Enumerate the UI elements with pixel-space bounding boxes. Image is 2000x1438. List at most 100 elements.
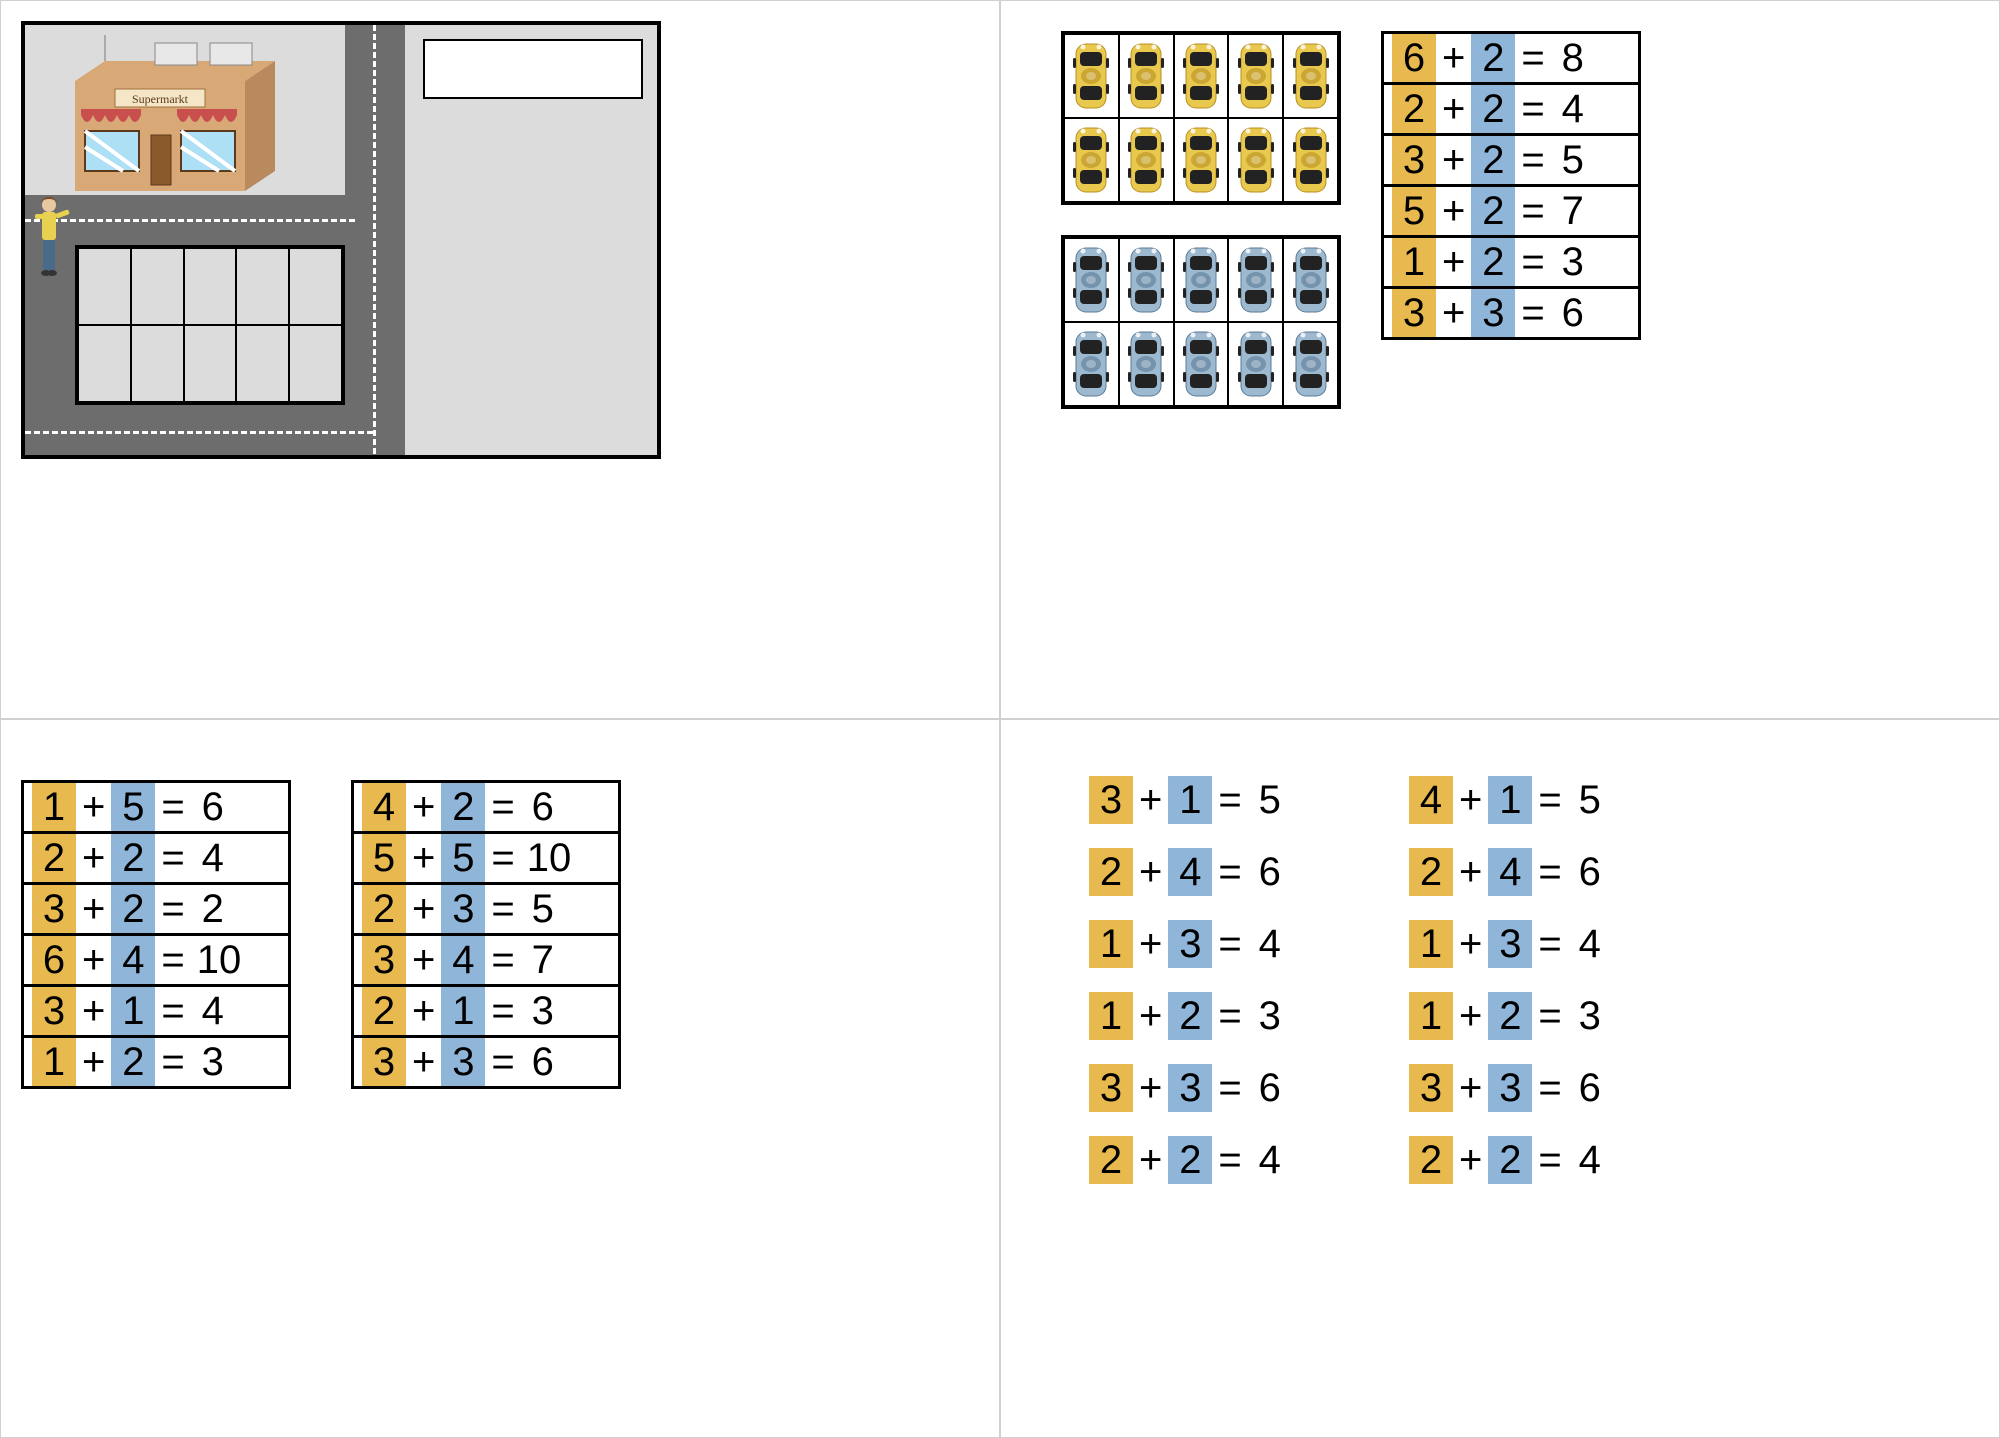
equation-column: 4 + 1 = 5 2 + 4 = 6 1 + 3 = 4 1 + 2 = 3 — [1401, 770, 1651, 1202]
result: 6 — [1568, 852, 1612, 892]
equation-row: 2 + 1 = 3 — [351, 984, 621, 1038]
plus-sign: + — [1133, 1068, 1168, 1108]
car-cell — [1064, 34, 1119, 118]
plus-sign: + — [406, 991, 441, 1031]
operand-a: 1 — [1409, 920, 1453, 968]
equation-row: 1 + 2 = 3 — [1401, 986, 1651, 1046]
equals-sign: = — [485, 889, 520, 929]
equation-row: 3 + 4 = 7 — [351, 933, 621, 987]
car-cell — [1119, 238, 1174, 322]
parking-grid — [75, 245, 345, 405]
plus-sign: + — [406, 838, 441, 878]
operand-b: 1 — [1168, 776, 1212, 824]
equals-sign: = — [1515, 293, 1550, 333]
operand-a: 2 — [32, 834, 76, 882]
result: 4 — [1568, 924, 1612, 964]
operand-b: 3 — [1488, 920, 1532, 968]
operand-a: 6 — [32, 936, 76, 984]
equation-row: 3 + 2 = 5 — [1381, 133, 1641, 187]
car-cell — [1174, 322, 1229, 406]
equals-sign: = — [155, 889, 190, 929]
car-cell — [1174, 34, 1229, 118]
equals-sign: = — [1515, 89, 1550, 129]
operand-b: 4 — [111, 936, 155, 984]
equals-sign: = — [1532, 1068, 1567, 1108]
result: 3 — [191, 1042, 235, 1082]
operand-a: 2 — [1409, 848, 1453, 896]
result: 5 — [1551, 140, 1595, 180]
equals-sign: = — [485, 787, 520, 827]
operand-b: 1 — [1488, 776, 1532, 824]
operand-b: 3 — [441, 1038, 485, 1086]
result: 4 — [191, 991, 235, 1031]
equals-sign: = — [155, 1042, 190, 1082]
operand-b: 5 — [441, 834, 485, 882]
equation-row: 2 + 2 = 4 — [1081, 1130, 1331, 1190]
operand-a: 3 — [1392, 136, 1436, 184]
operand-b: 4 — [441, 936, 485, 984]
operand-b: 3 — [441, 885, 485, 933]
road-dash — [25, 431, 373, 434]
operand-b: 2 — [1168, 992, 1212, 1040]
operand-a: 2 — [362, 987, 406, 1035]
equation-column: 1 + 5 = 6 2 + 2 = 4 3 + 2 = 2 6 + 4 = 10 — [21, 780, 291, 1086]
result: 10 — [191, 940, 248, 980]
equals-sign: = — [1212, 1068, 1247, 1108]
operand-a: 3 — [362, 936, 406, 984]
person-icon — [31, 195, 71, 285]
equals-sign: = — [1212, 924, 1247, 964]
equation-row: 3 + 2 = 2 — [21, 882, 291, 936]
equation-row: 3 + 3 = 6 — [1081, 1058, 1331, 1118]
plus-sign: + — [1133, 852, 1168, 892]
operand-b: 2 — [1168, 1136, 1212, 1184]
result: 5 — [1568, 780, 1612, 820]
operand-a: 1 — [1089, 920, 1133, 968]
car-cell — [1174, 238, 1229, 322]
operand-b: 2 — [441, 783, 485, 831]
car-cell — [1174, 118, 1229, 202]
car-cell — [1064, 238, 1119, 322]
operand-a: 1 — [1392, 238, 1436, 286]
plus-sign: + — [1436, 191, 1471, 231]
result: 6 — [1568, 1068, 1612, 1108]
operand-a: 2 — [362, 885, 406, 933]
equals-sign: = — [1515, 140, 1550, 180]
operand-b: 4 — [1488, 848, 1532, 896]
equation-row: 2 + 4 = 6 — [1401, 842, 1651, 902]
result: 4 — [1248, 924, 1292, 964]
plus-sign: + — [406, 889, 441, 929]
equation-column: 6 + 2 = 8 2 + 2 = 4 3 + 2 = 5 5 + 2 = 7 — [1381, 31, 1641, 409]
road-dash — [25, 219, 355, 222]
operand-a: 3 — [32, 885, 76, 933]
equals-sign: = — [485, 940, 520, 980]
equals-sign: = — [155, 991, 190, 1031]
answer-box[interactable] — [423, 39, 643, 99]
plus-sign: + — [1453, 852, 1488, 892]
operand-b: 2 — [1471, 187, 1515, 235]
plus-sign: + — [1453, 996, 1488, 1036]
plus-sign: + — [1436, 293, 1471, 333]
supermarket-building: Supermarkt — [45, 31, 305, 201]
equation-row: 3 + 1 = 5 — [1081, 770, 1331, 830]
equation-row: 2 + 2 = 4 — [21, 831, 291, 885]
equation-row: 1 + 5 = 6 — [21, 780, 291, 834]
quadrant-equations-bordered: 1 + 5 = 6 2 + 2 = 4 3 + 2 = 2 6 + 4 = 10 — [0, 719, 1000, 1438]
result: 6 — [191, 787, 235, 827]
plus-sign: + — [1453, 1140, 1488, 1180]
operand-a: 2 — [1089, 848, 1133, 896]
equals-sign: = — [1212, 780, 1247, 820]
equals-sign: = — [1212, 1140, 1247, 1180]
operand-a: 1 — [32, 1038, 76, 1086]
equation-row: 3 + 1 = 4 — [21, 984, 291, 1038]
quadrant-cars-equations: 6 + 2 = 8 2 + 2 = 4 3 + 2 = 5 5 + 2 = 7 — [1000, 0, 2000, 719]
operand-b: 2 — [1471, 238, 1515, 286]
road-dash — [373, 25, 376, 459]
equals-sign: = — [485, 1042, 520, 1082]
operand-a: 2 — [1409, 1136, 1453, 1184]
quadrant-equations-open: 3 + 1 = 5 2 + 4 = 6 1 + 3 = 4 1 + 2 = 3 — [1000, 719, 2000, 1438]
operand-b: 1 — [111, 987, 155, 1035]
plus-sign: + — [76, 991, 111, 1031]
plus-sign: + — [1436, 38, 1471, 78]
equation-row: 5 + 5 = 10 — [351, 831, 621, 885]
operand-b: 3 — [1488, 1064, 1532, 1112]
